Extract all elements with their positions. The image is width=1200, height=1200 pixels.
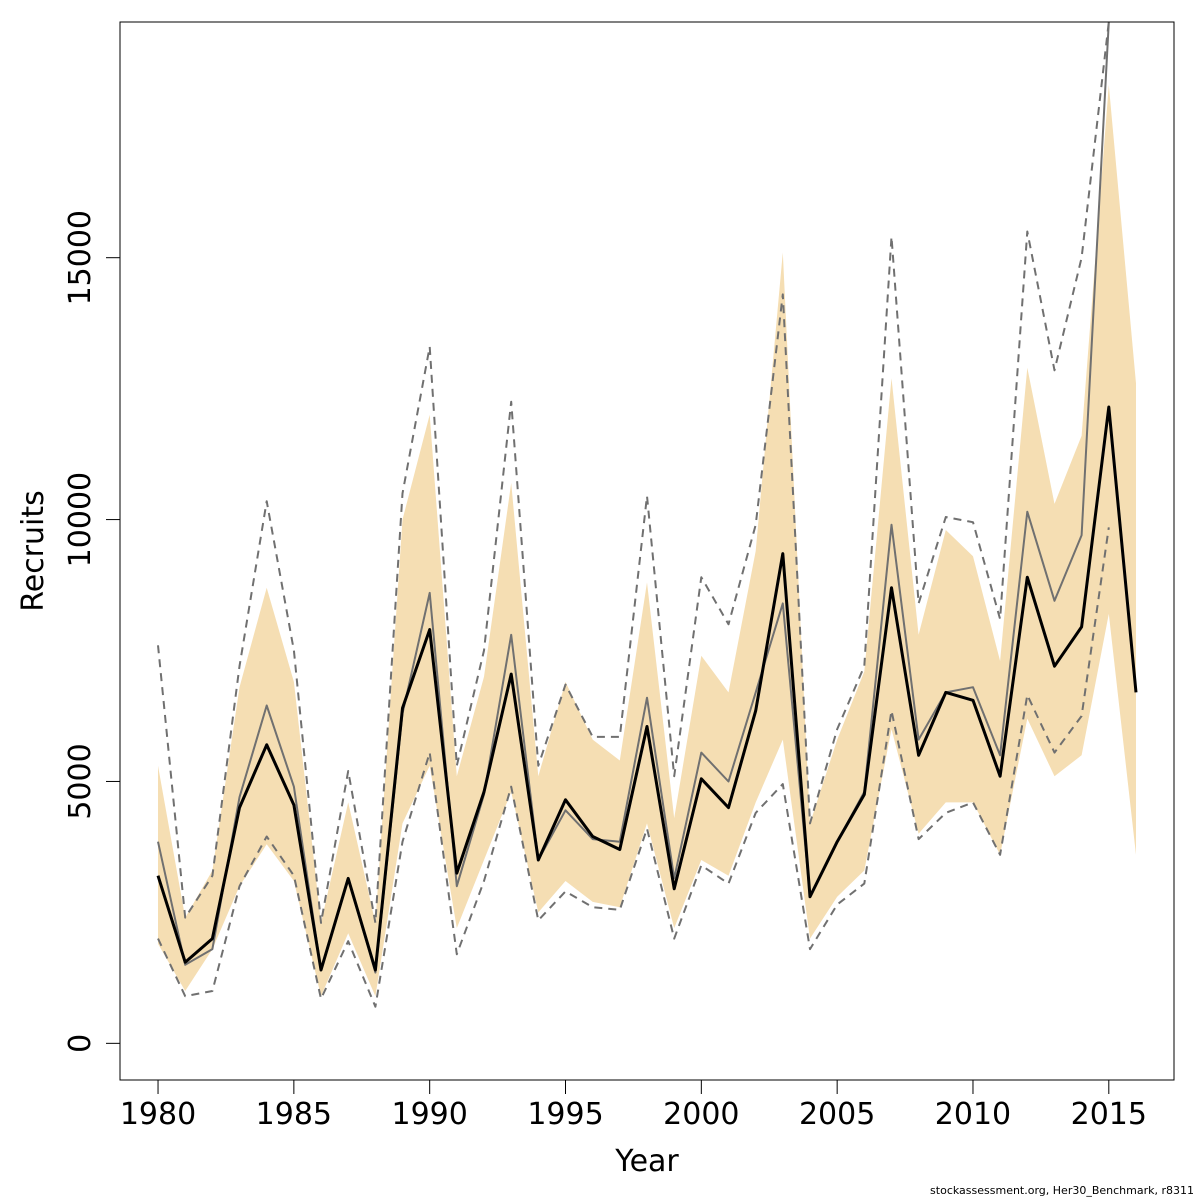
- x-tick-label: 2000: [663, 1097, 739, 1132]
- x-axis: 1980 1985 1990 1995 2000 2005 2010 2015: [120, 1079, 1147, 1132]
- x-tick-label: 1990: [392, 1097, 468, 1132]
- y-tick-label: 0: [63, 1034, 98, 1053]
- y-axis-title: Recruits: [16, 490, 51, 612]
- reference-upper-line: [157, 22, 1110, 924]
- x-tick-label: 1980: [120, 1097, 196, 1132]
- x-tick-label: 2005: [799, 1097, 875, 1132]
- reference-lower-line: [157, 527, 1110, 1008]
- y-tick-label: 10000: [63, 472, 98, 567]
- x-tick-label: 2015: [1071, 1097, 1147, 1132]
- footer-caption: stockassessment.org, Her30_Benchmark, r8…: [930, 1184, 1194, 1197]
- y-tick-label: 15000: [63, 210, 98, 305]
- x-tick-label: 1995: [527, 1097, 603, 1132]
- estimate-line: [156, 405, 1138, 972]
- x-axis-title: Year: [614, 1144, 679, 1179]
- y-axis: 0 5000 10000 15000: [63, 210, 121, 1053]
- confidence-band: [158, 84, 1136, 997]
- y-tick-label: 5000: [63, 743, 98, 819]
- x-tick-label: 1985: [256, 1097, 332, 1132]
- x-tick-label: 2010: [935, 1097, 1011, 1132]
